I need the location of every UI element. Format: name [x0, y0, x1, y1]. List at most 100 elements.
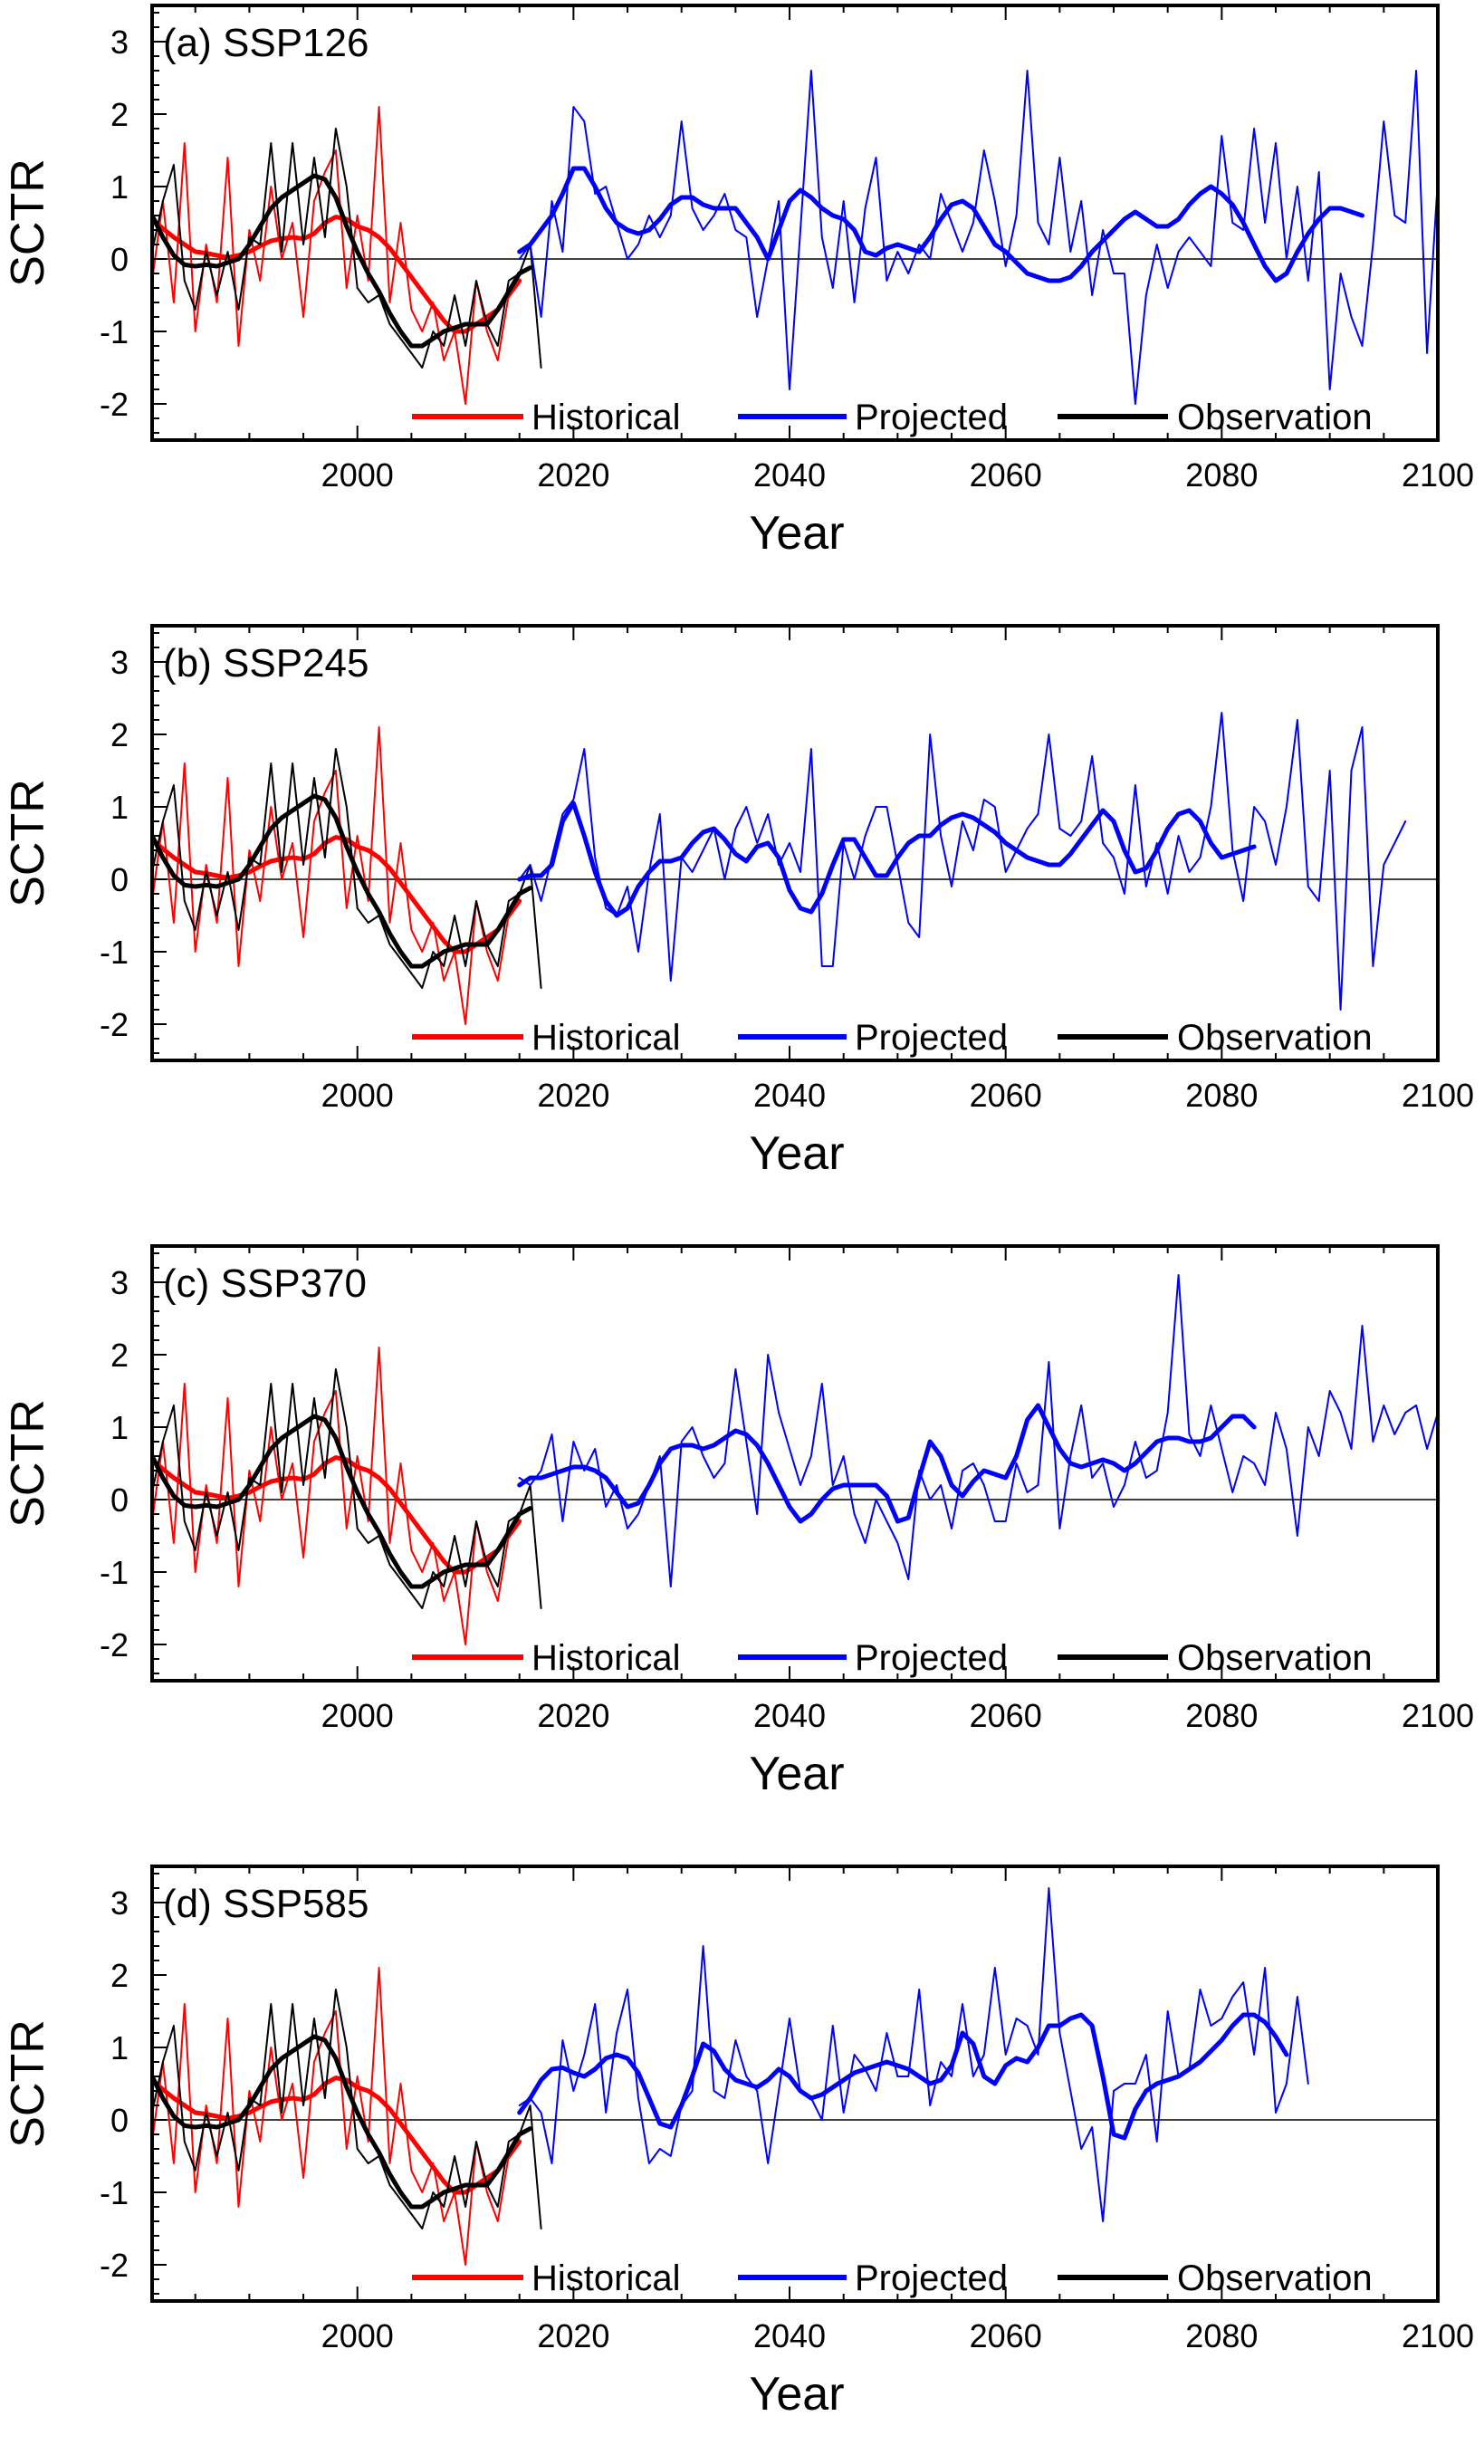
x-axis-title: Year	[749, 507, 844, 560]
series-line-projected-smoothed	[517, 801, 1257, 918]
panel-3: -2 -1 0 1 2 3 2000 2020 2040 2060 2080 2100 Year SCTR…	[2, 1865, 1474, 2421]
x-tick-label: 2020	[537, 2317, 609, 2354]
legend-label-projected: Projected	[855, 398, 1008, 437]
x-tick-label: 2080	[1185, 456, 1258, 494]
panel-title: (b) SSP245	[163, 641, 369, 686]
x-tick-label: 2080	[1185, 2317, 1258, 2354]
panel-title: (d) SSP585	[163, 1882, 369, 1926]
y-tick-label: 2	[110, 96, 129, 133]
legend-label-historical: Historical	[531, 1638, 680, 1678]
x-axis-title: Year	[749, 1748, 844, 1800]
x-tick-label: 2060	[970, 1697, 1042, 1734]
x-tick-label: 2060	[970, 456, 1042, 494]
series-line-observation	[152, 748, 542, 989]
x-tick-label: 2080	[1185, 1077, 1258, 1114]
legend-label-projected: Projected	[855, 2258, 1008, 2298]
series-line-historical-smoothed	[152, 835, 522, 954]
plot-frame	[150, 624, 1440, 1062]
legend-label-observation: Observation	[1177, 1638, 1373, 1678]
legend-label-projected: Projected	[855, 1018, 1008, 1058]
legend-label-historical: Historical	[531, 398, 680, 437]
series-group	[152, 70, 1438, 405]
legend-label-observation: Observation	[1177, 2258, 1373, 2298]
x-tick-label: 2040	[753, 1077, 826, 1114]
plot-frame	[150, 1244, 1440, 1683]
x-tick-label: 2100	[1402, 1077, 1474, 1114]
series-group	[152, 1274, 1438, 1645]
series-line-projected-smoothed	[517, 166, 1364, 283]
y-tick-label: -2	[100, 1006, 129, 1043]
y-tick-label: -1	[100, 313, 129, 350]
panel-2: -2 -1 0 1 2 3 2000 2020 2040 2060 2080 2100 Year SCTR…	[2, 1244, 1474, 1800]
series-line-projected	[518, 712, 1407, 1011]
series-group	[152, 1887, 1309, 2266]
y-axis-title: SCTR	[2, 779, 54, 907]
y-axis-title: SCTR	[2, 1399, 54, 1528]
y-tick-label: -2	[100, 2247, 129, 2284]
legend: Historical Projected Observation	[412, 1018, 1373, 1058]
plot-frame	[150, 1865, 1440, 2303]
x-tick-label: 2100	[1402, 1697, 1474, 1734]
y-tick-label: 1	[110, 2029, 129, 2066]
legend-label-observation: Observation	[1177, 1018, 1373, 1058]
series-line-historical-smoothed	[152, 1455, 522, 1575]
x-tick-label: 2020	[537, 456, 609, 494]
y-tick-label: 3	[110, 644, 129, 681]
series-line-projected	[518, 1887, 1309, 2222]
y-tick-label: -2	[100, 386, 129, 423]
legend: Historical Projected Observation	[412, 1638, 1373, 1678]
y-tick-label: 2	[110, 1337, 129, 1374]
legend: Historical Projected Observation	[412, 398, 1373, 437]
series-line-observation	[152, 1368, 542, 1609]
panel-0: -2 -1 0 1 2 3 2000 2020 2040 2060 2080 2100 Year SCTR…	[2, 4, 1474, 560]
x-tick-label: 2000	[321, 2317, 394, 2354]
x-axis-title: Year	[749, 1127, 844, 1180]
x-tick-label: 2000	[321, 1697, 394, 1734]
x-tick-label: 2040	[753, 2317, 826, 2354]
y-axis-title: SCTR	[2, 158, 54, 287]
series-line-observation	[152, 128, 542, 369]
x-tick-label: 2080	[1185, 1697, 1258, 1734]
legend: Historical Projected Observation	[412, 2258, 1373, 2298]
plot-frame	[150, 4, 1440, 442]
series-line-observation-smoothed	[152, 793, 533, 969]
series-line-projected-smoothed	[517, 2012, 1289, 2141]
y-tick-label: 2	[110, 1957, 129, 1994]
y-tick-label: -1	[100, 1554, 129, 1591]
series-line-projected	[518, 1274, 1438, 1587]
y-tick-label: 0	[110, 241, 129, 278]
y-tick-label: 3	[110, 1884, 129, 1922]
series-line-observation-smoothed	[152, 1414, 533, 1589]
legend-label-projected: Projected	[855, 1638, 1008, 1678]
series-group	[152, 712, 1407, 1025]
x-tick-label: 2100	[1402, 2317, 1474, 2354]
panel-title: (a) SSP126	[163, 21, 369, 65]
series-line-observation-smoothed	[152, 173, 533, 349]
y-tick-label: 3	[110, 1264, 129, 1301]
x-axis-title: Year	[749, 2368, 844, 2421]
panel-title: (c) SSP370	[163, 1261, 367, 1306]
series-line-observation	[152, 1989, 542, 2229]
y-tick-label: 3	[110, 24, 129, 61]
series-line-historical-smoothed	[152, 215, 522, 334]
x-tick-label: 2060	[970, 1077, 1042, 1114]
y-tick-label: 1	[110, 789, 129, 826]
series-line-observation-smoothed	[152, 2034, 533, 2210]
y-tick-label: 1	[110, 168, 129, 206]
y-tick-label: 2	[110, 716, 129, 753]
x-tick-label: 2040	[753, 456, 826, 494]
x-tick-label: 2040	[753, 1697, 826, 1734]
panel-1: -2 -1 0 1 2 3 2000 2020 2040 2060 2080 2100 Year SCTR…	[2, 624, 1474, 1180]
legend-label-historical: Historical	[531, 2258, 680, 2298]
y-tick-label: -1	[100, 934, 129, 971]
x-tick-label: 2060	[970, 2317, 1042, 2354]
legend-label-historical: Historical	[531, 1018, 680, 1058]
y-tick-label: 0	[110, 1481, 129, 1519]
series-line-historical-smoothed	[152, 2076, 522, 2195]
series-line-projected	[518, 70, 1438, 405]
x-tick-label: 2100	[1402, 456, 1474, 494]
x-tick-label: 2020	[537, 1697, 609, 1734]
y-tick-label: -1	[100, 2174, 129, 2211]
y-tick-label: 1	[110, 1409, 129, 1446]
